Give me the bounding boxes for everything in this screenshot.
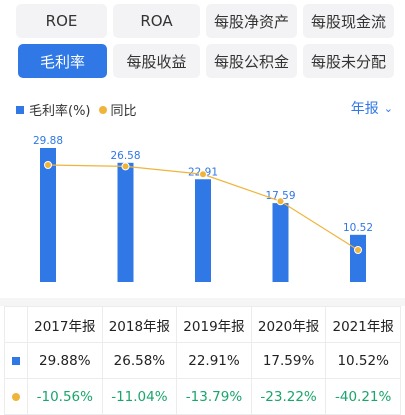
table-header-blank [4, 306, 28, 343]
yoy-point [276, 197, 285, 206]
table-cell: -11.04% [101, 378, 178, 415]
tab-label: 每股未分配 [310, 52, 386, 71]
table-cell: 17.59% [250, 342, 327, 379]
tab-roa[interactable]: ROA [113, 4, 200, 38]
table-cell: 10.52% [325, 342, 401, 379]
yoy-point [354, 246, 362, 254]
bar [117, 162, 134, 282]
tab-undistributed-per-share[interactable]: 每股未分配 [303, 44, 394, 78]
tab-label: 每股现金流 [310, 12, 386, 31]
table-header-row: 2017年报 2018年报 2019年报 2020年报 2021年报 [4, 306, 401, 343]
table-row-yoy: -10.56% -11.04% -13.79% -23.22% -40.21% [4, 378, 401, 415]
tab-cashflow-per-share[interactable]: 每股现金流 [303, 4, 394, 38]
table-header: 2018年报 [101, 306, 178, 343]
tab-label: 每股收益 [126, 52, 187, 71]
data-label: 29.88 [33, 135, 63, 147]
data-label: 26.58 [110, 150, 140, 162]
data-table: 2017年报 2018年报 2019年报 2020年报 2021年报 29.88… [4, 306, 401, 415]
chevron-down-icon: ⌄ [383, 101, 393, 115]
tab-net-asset-per-share[interactable]: 每股净资产 [206, 4, 297, 38]
table-cell: 22.91% [176, 342, 252, 379]
tab-reserve-per-share[interactable]: 每股公积金 [206, 44, 297, 78]
legend-bar-label: 毛利率(%) [29, 104, 91, 119]
bar-legend-marker [16, 105, 24, 114]
table-cell: 26.58% [101, 342, 178, 379]
bar-marker-icon [12, 356, 20, 365]
bar [195, 179, 211, 282]
table-cell: -13.79% [176, 378, 252, 415]
bar [350, 234, 366, 282]
table-header: 2017年报 [27, 306, 103, 343]
bar [40, 148, 56, 282]
tab-label: 每股公积金 [213, 52, 289, 71]
tab-label: 每股净资产 [213, 12, 289, 31]
legend-line-label: 同比 [110, 104, 137, 119]
tab-roe[interactable]: ROE [16, 4, 107, 38]
period-selector[interactable]: 年报 ⌄ [351, 98, 393, 118]
tab-gross-margin[interactable]: 毛利率 [18, 44, 107, 78]
tab-label: ROE [45, 12, 78, 30]
table-header: 2019年报 [176, 306, 252, 343]
chart-legend: 毛利率(%) 同比 [16, 100, 137, 119]
period-label: 年报 [350, 101, 379, 117]
data-label: 10.52 [343, 222, 373, 234]
table-cell: -10.56% [27, 378, 103, 415]
table-row-gross-margin: 29.88% 26.58% 22.91% 17.59% 10.52% [4, 342, 401, 379]
row-marker [4, 342, 28, 379]
table-header: 2020年报 [250, 306, 327, 343]
yoy-point [121, 162, 130, 171]
tab-eps[interactable]: 每股收益 [113, 44, 200, 78]
table-cell: -23.22% [250, 378, 327, 415]
bar [272, 203, 289, 282]
section-divider [0, 298, 405, 306]
tab-label: 毛利率 [39, 52, 85, 71]
yoy-point [199, 170, 207, 179]
row-marker [4, 378, 28, 415]
tab-label: ROA [140, 12, 173, 30]
table-cell: 29.88% [27, 342, 103, 379]
line-marker-icon [12, 392, 20, 401]
yoy-point [44, 161, 52, 169]
table-header: 2021年报 [325, 306, 401, 343]
table-cell: -40.21% [325, 378, 401, 415]
line-legend-marker [98, 105, 107, 114]
